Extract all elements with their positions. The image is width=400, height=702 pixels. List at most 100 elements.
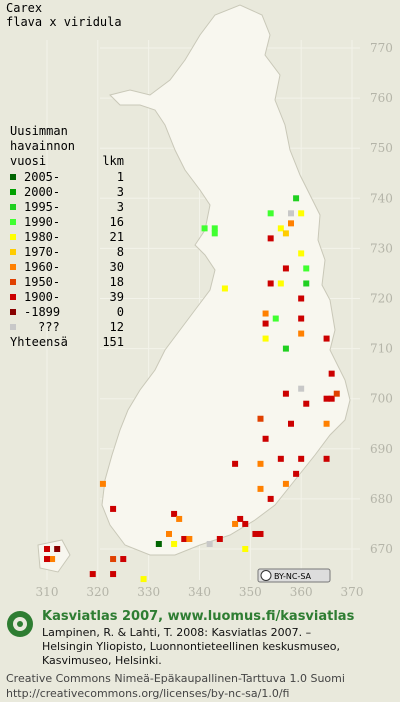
observation-square: [232, 520, 239, 527]
observation-square: [155, 540, 162, 547]
legend-swatch: [10, 279, 16, 285]
observation-square: [328, 395, 335, 402]
citation: Helsingin Yliopisto, Luonnontieteellinen…: [42, 640, 340, 653]
license: Creative Commons Nimeä-Epäkaupallinen-Ta…: [6, 672, 345, 685]
observation-square: [89, 571, 96, 578]
y-tick-label: 700: [370, 392, 393, 406]
observation-square: [298, 455, 305, 462]
observation-square: [298, 210, 305, 217]
observation-square: [44, 546, 50, 552]
legend-label: 1950-: [24, 275, 60, 289]
observation-square: [257, 530, 264, 537]
legend-swatch: [10, 324, 16, 330]
legend-swatch: [10, 174, 16, 180]
observation-square: [323, 455, 330, 462]
x-tick-label: 340: [188, 585, 211, 599]
finland-outline: [101, 4, 351, 556]
observation-square: [252, 530, 259, 537]
observation-square: [323, 420, 330, 427]
x-tick-label: 320: [86, 585, 109, 599]
observation-square: [262, 320, 269, 327]
legend-header: vuosi: [10, 154, 46, 168]
observation-square: [298, 385, 305, 392]
observation-square: [110, 571, 117, 578]
y-tick-label: 690: [370, 442, 393, 456]
observation-square: [282, 480, 289, 487]
observation-square: [171, 540, 178, 547]
logo: [7, 611, 33, 637]
y-tick-label: 680: [370, 492, 393, 506]
observation-square: [54, 546, 61, 552]
x-tick-label: 370: [341, 585, 364, 599]
observation-square: [110, 505, 117, 512]
observation-square: [99, 480, 106, 487]
observation-square: [176, 515, 183, 522]
observation-square: [282, 390, 289, 397]
legend-total: 151: [102, 335, 124, 349]
legend-swatch: [10, 234, 16, 240]
observation-square: [267, 210, 274, 217]
observation-square: [257, 460, 264, 467]
legend-total-label: Yhteensä: [10, 335, 68, 349]
y-tick-label: 750: [370, 141, 393, 155]
observation-square: [262, 335, 269, 342]
observation-square: [293, 470, 300, 477]
observation-square: [257, 485, 264, 492]
observation-square: [267, 235, 274, 242]
legend-count: 39: [110, 290, 124, 304]
observation-square: [288, 210, 294, 217]
x-tick-label: 330: [137, 585, 160, 599]
observation-square: [262, 310, 269, 317]
legend-swatch: [10, 219, 16, 225]
observation-square: [181, 535, 188, 542]
observation-square: [277, 280, 284, 287]
observation-square: [186, 535, 193, 542]
legend-swatch: [10, 309, 16, 315]
observation-square: [288, 220, 294, 227]
legend-count: 12: [110, 320, 124, 334]
legend-label: 1970-: [24, 245, 60, 259]
x-tick-label: 310: [36, 585, 59, 599]
y-tick-label: 740: [370, 191, 393, 205]
legend-label: 1900-: [24, 290, 60, 304]
cc-badge: [257, 568, 331, 583]
observation-square: [110, 556, 117, 563]
observations: [44, 195, 340, 583]
legend-label: 1960-: [24, 260, 60, 274]
observation-square: [282, 345, 289, 352]
observation-square: [201, 225, 208, 232]
cc-icon: [260, 570, 272, 581]
observation-square: [242, 520, 249, 527]
legend-count: 3: [117, 185, 124, 199]
observation-square: [211, 230, 218, 237]
y-tick-label: 710: [370, 342, 393, 356]
observation-square: [262, 435, 269, 442]
observation-square: [221, 285, 228, 292]
legend-label: ???: [38, 320, 60, 334]
legend-label: 1980-: [24, 230, 60, 244]
observation-square: [323, 395, 330, 402]
title: Carex: [6, 1, 42, 15]
observation-square: [303, 265, 310, 272]
observation-square: [140, 576, 147, 583]
legend-count: 3: [117, 200, 124, 214]
legend-count: 18: [110, 275, 124, 289]
legend-label: 2005-: [24, 170, 60, 184]
license-url: http://creativecommons.org/licenses/by-n…: [6, 687, 289, 700]
legend-swatch: [10, 264, 16, 270]
observation-square: [298, 315, 305, 322]
observation-square: [216, 535, 223, 542]
legend-header: Uusimman: [10, 124, 68, 138]
legend-header: lkm: [102, 154, 124, 168]
observation-square: [232, 460, 239, 467]
observation-square: [277, 225, 284, 232]
observation-square: [298, 330, 305, 337]
observation-square: [298, 250, 305, 257]
observation-square: [237, 515, 244, 522]
observation-square: [323, 335, 330, 342]
legend-label: -1899: [24, 305, 60, 319]
x-tick-label: 360: [290, 585, 313, 599]
observation-square: [166, 530, 172, 537]
title: flava x viridula: [6, 15, 122, 29]
cc-badge-text: BY-NC-SA: [274, 572, 312, 581]
